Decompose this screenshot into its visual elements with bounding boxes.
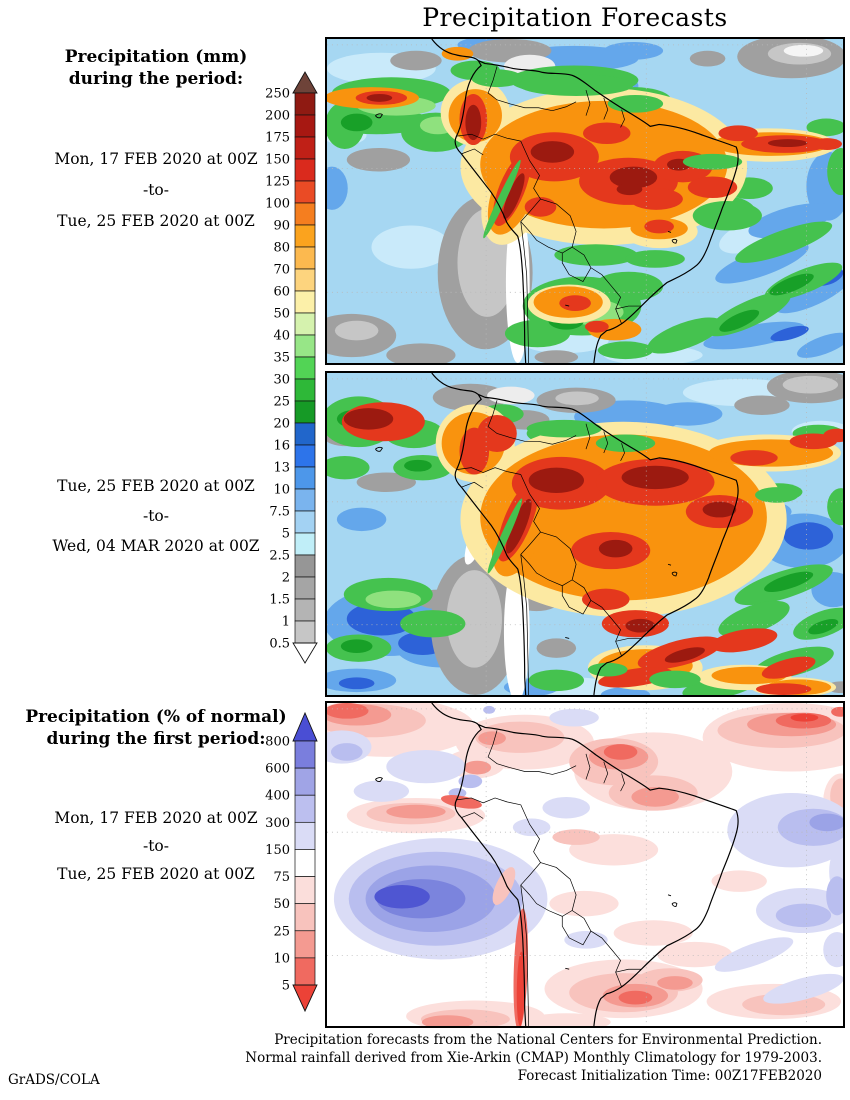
panel3-heading: Precipitation (% of normal) during the f… <box>0 706 312 750</box>
panel1-heading-line2: during the period: <box>68 69 244 89</box>
svg-text:0.5: 0.5 <box>269 637 290 652</box>
panel1-heading-line1: Precipitation (mm) <box>64 47 248 67</box>
svg-text:10: 10 <box>273 951 290 966</box>
svg-text:600: 600 <box>265 762 290 777</box>
panel2-date-to: -to- <box>142 507 170 525</box>
svg-text:175: 175 <box>265 131 290 146</box>
svg-text:10: 10 <box>273 483 290 498</box>
panel2-date-end: Wed, 04 MAR 2020 at 00Z <box>52 537 260 555</box>
precip-map-pct-normal <box>327 703 843 1026</box>
colorbar-precip-pct-normal: 800 600 400 300 150 75 50 25 10 5 <box>265 711 318 1013</box>
panel3-date-to: -to- <box>142 837 170 855</box>
map-panel-pct-normal <box>325 701 845 1028</box>
svg-text:80: 80 <box>273 241 290 256</box>
panel3-heading-line2: during the first period: <box>46 729 266 749</box>
svg-text:300: 300 <box>265 816 290 831</box>
page-title: Precipitation Forecasts <box>422 3 728 32</box>
svg-text:60: 60 <box>273 285 290 300</box>
panel3-date-end: Tue, 25 FEB 2020 at 00Z <box>57 865 255 883</box>
svg-text:150: 150 <box>265 153 290 168</box>
panel2-date-start: Tue, 25 FEB 2020 at 00Z <box>57 477 255 495</box>
svg-text:90: 90 <box>273 219 290 234</box>
svg-text:35: 35 <box>273 351 290 366</box>
svg-text:25: 25 <box>273 924 290 939</box>
svg-text:100: 100 <box>265 197 290 212</box>
colorbar-precip-mm: 2502001751501251009080706050403530252016… <box>265 71 318 664</box>
svg-text:2: 2 <box>282 571 290 586</box>
grads-cola-watermark: GrADS/COLA <box>8 1072 100 1088</box>
panel1-date-to: -to- <box>142 181 170 199</box>
svg-text:125: 125 <box>265 175 290 190</box>
precip-map-period1 <box>327 39 843 363</box>
svg-text:25: 25 <box>273 395 290 410</box>
footer-climatology-line: Normal rainfall derived from Xie-Arkin (… <box>245 1050 822 1066</box>
svg-text:75: 75 <box>273 870 290 885</box>
svg-text:5: 5 <box>282 979 290 994</box>
svg-text:800: 800 <box>265 735 290 750</box>
footer-source-line: Precipitation forecasts from the Nationa… <box>274 1032 822 1048</box>
svg-text:50: 50 <box>273 897 290 912</box>
precip-map-period2 <box>327 373 843 695</box>
svg-text:16: 16 <box>273 439 290 454</box>
panel1-heading: Precipitation (mm) during the period: <box>0 46 312 90</box>
svg-text:5: 5 <box>282 527 290 542</box>
svg-text:30: 30 <box>273 373 290 388</box>
footer-init-time-line: Forecast Initialization Time: 00Z17FEB20… <box>517 1068 822 1084</box>
svg-text:1: 1 <box>282 615 290 630</box>
svg-text:13: 13 <box>273 461 290 476</box>
svg-text:400: 400 <box>265 789 290 804</box>
svg-text:250: 250 <box>265 87 290 102</box>
panel3-date-start: Mon, 17 FEB 2020 at 00Z <box>54 809 258 827</box>
svg-text:70: 70 <box>273 263 290 278</box>
svg-text:150: 150 <box>265 843 290 858</box>
svg-text:2.5: 2.5 <box>269 549 290 564</box>
svg-text:20: 20 <box>273 417 290 432</box>
svg-text:200: 200 <box>265 109 290 124</box>
panel1-date-end: Tue, 25 FEB 2020 at 00Z <box>57 212 255 230</box>
svg-text:7.5: 7.5 <box>269 505 290 520</box>
panel1-date-start: Mon, 17 FEB 2020 at 00Z <box>54 150 258 168</box>
svg-text:40: 40 <box>273 329 290 344</box>
svg-text:50: 50 <box>273 307 290 322</box>
svg-text:1.5: 1.5 <box>269 593 290 608</box>
map-panel-period2 <box>325 371 845 697</box>
panel3-heading-line1: Precipitation (% of normal) <box>25 707 287 727</box>
map-panel-period1 <box>325 37 845 365</box>
